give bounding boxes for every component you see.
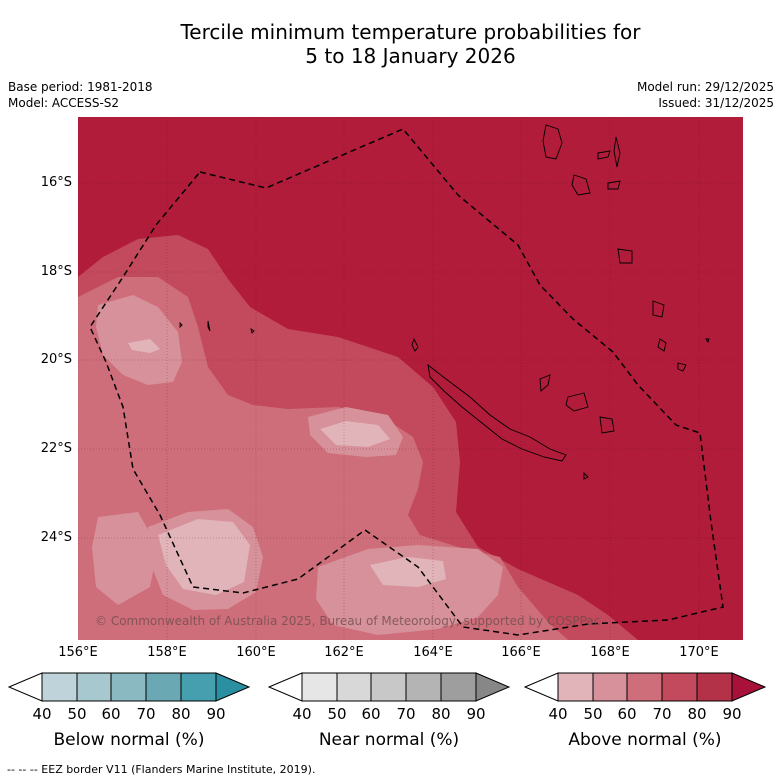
model-text: Model: ACCESS-S2 bbox=[8, 96, 120, 110]
isle-of-pines bbox=[583, 471, 589, 480]
vanuatu-erromango bbox=[652, 300, 665, 318]
vanuatu-malekula bbox=[571, 174, 591, 196]
vanuatu-espiritu-santo bbox=[542, 124, 563, 160]
loyalty-islands-mare bbox=[599, 416, 615, 434]
vanuatu-ambae bbox=[597, 150, 611, 160]
colorbar-near-normal: 40 50 60 70 80 90 Near normal (%) bbox=[267, 672, 511, 750]
lon-label-170e: 170°E bbox=[679, 645, 719, 660]
loyalty-islands-lifou bbox=[565, 392, 589, 412]
lon-label-168e: 168°E bbox=[590, 645, 630, 660]
lon-label-158e: 158°E bbox=[147, 645, 187, 660]
cb-below-tick-90: 90 bbox=[206, 705, 226, 723]
lon-label-156e: 156°E bbox=[58, 645, 98, 660]
new-caledonia-main-island bbox=[427, 363, 567, 462]
vanuatu-pentecost bbox=[613, 136, 621, 168]
lon-label-162e: 162°E bbox=[324, 645, 364, 660]
cb-near-tick-90: 90 bbox=[466, 705, 486, 723]
belep-islands bbox=[411, 337, 419, 352]
cb-near-tick-60: 60 bbox=[361, 705, 381, 723]
lat-label-24s: 24°S bbox=[40, 530, 72, 545]
eez-footnote: -- -- -- EEZ border V11 (Flanders Marine… bbox=[7, 763, 316, 776]
cb-above-tick-80: 80 bbox=[687, 705, 707, 723]
cb-above-tick-90: 90 bbox=[722, 705, 742, 723]
copyright-text: © Commonwealth of Australia 2025, Bureau… bbox=[95, 614, 601, 628]
vanuatu-aneityum bbox=[677, 362, 687, 372]
base-period-text: Base period: 1981-2018 bbox=[8, 80, 153, 94]
cb-near-tick-50: 50 bbox=[327, 705, 347, 723]
title-line-1: Tercile minimum temperature probabilitie… bbox=[180, 20, 641, 44]
cb-below-tick-70: 70 bbox=[136, 705, 156, 723]
cb-near-tick-80: 80 bbox=[431, 705, 451, 723]
cb-below-tick-50: 50 bbox=[67, 705, 87, 723]
map-panel bbox=[78, 117, 743, 640]
cb-below-tick-60: 60 bbox=[101, 705, 121, 723]
lat-label-22s: 22°S bbox=[40, 441, 72, 456]
cb-above-label: Above normal (%) bbox=[568, 730, 722, 750]
title-line-2: 5 to 18 January 2026 bbox=[305, 44, 516, 68]
lat-label-16s: 16°S bbox=[40, 175, 72, 190]
above-50-region bbox=[128, 339, 446, 595]
cb-near-label: Near normal (%) bbox=[318, 730, 460, 750]
vanuatu-ambrym bbox=[607, 180, 621, 190]
vanuatu-efate bbox=[617, 248, 633, 264]
meta-left: Base period: 1981-2018 Model: ACCESS-S2 bbox=[8, 79, 153, 111]
cb-below-label: Below normal (%) bbox=[53, 730, 205, 750]
lat-label-18s: 18°S bbox=[40, 264, 72, 279]
matthew-island bbox=[705, 338, 710, 344]
cb-below-tick-80: 80 bbox=[171, 705, 191, 723]
meta-right: Model run: 29/12/2025 Issued: 31/12/2025 bbox=[637, 79, 774, 111]
cb-above-tick-70: 70 bbox=[652, 705, 672, 723]
chart-title: Tercile minimum temperature probabilitie… bbox=[0, 20, 781, 68]
small-islet-west bbox=[250, 327, 255, 334]
cb-below-tick-40: 40 bbox=[32, 705, 52, 723]
coastline-land bbox=[179, 124, 710, 480]
lat-label-20s: 20°S bbox=[40, 352, 72, 367]
small-islet-chesterfield bbox=[179, 321, 183, 329]
cb-above-tick-60: 60 bbox=[617, 705, 637, 723]
eez-border bbox=[89, 128, 724, 636]
colorbar-below-normal-swatches bbox=[7, 672, 251, 702]
lon-label-160e: 160°E bbox=[236, 645, 276, 660]
cb-near-tick-70: 70 bbox=[396, 705, 416, 723]
lon-label-164e: 164°E bbox=[413, 645, 453, 660]
model-run-text: Model run: 29/12/2025 bbox=[636, 80, 774, 94]
colorbar-above-normal-swatches bbox=[523, 672, 767, 702]
issued-text: Issued: 31/12/2025 bbox=[658, 96, 774, 110]
gridlines bbox=[78, 117, 743, 640]
colorbar-below-normal: 40 50 60 70 80 90 Below normal (%) bbox=[7, 672, 251, 750]
cb-above-tick-50: 50 bbox=[583, 705, 603, 723]
colorbar-above-normal: 40 50 60 70 80 90 Above normal (%) bbox=[523, 672, 767, 750]
small-islet-bellona bbox=[207, 320, 211, 332]
loyalty-islands-ouvea bbox=[539, 374, 551, 392]
cb-above-tick-40: 40 bbox=[548, 705, 568, 723]
vanuatu-tanna bbox=[657, 338, 667, 352]
cb-near-tick-40: 40 bbox=[292, 705, 312, 723]
lon-label-166e: 166°E bbox=[501, 645, 541, 660]
probability-map bbox=[78, 117, 743, 640]
colorbar-near-normal-swatches bbox=[267, 672, 511, 702]
